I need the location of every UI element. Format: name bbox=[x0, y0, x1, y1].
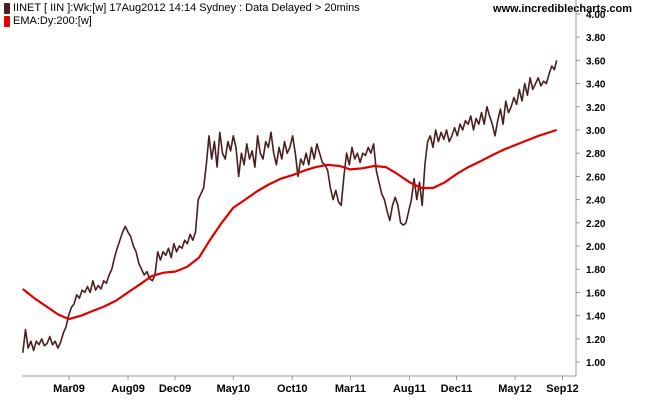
plot-area bbox=[22, 60, 558, 353]
x-tick-label-2: Dec09 bbox=[159, 383, 191, 395]
x-tick-label-9: Sep12 bbox=[546, 383, 578, 395]
y-tick-label-10: 3.00 bbox=[586, 126, 606, 137]
y-tick-label-3: 1.60 bbox=[586, 288, 606, 299]
x-tick-label-7: Dec11 bbox=[441, 383, 473, 395]
y-tick-label-6: 2.20 bbox=[586, 219, 606, 230]
price-legend-label: IINET [ IIN ]:Wk:[w] 17Aug2012 14:14 Syd… bbox=[13, 2, 360, 14]
price-legend: IINET [ IIN ]:Wk:[w] 17Aug2012 14:14 Syd… bbox=[4, 2, 360, 14]
y-tick-label-15: 4.00 bbox=[586, 10, 606, 21]
ema-legend: EMA:Dy:200:[w] bbox=[4, 15, 92, 27]
x-axis: Mar09 Aug09 Dec09 May10 Oct10 Mar11 Aug11 Dec11… bbox=[22, 375, 579, 395]
x-tick-label-0: Mar09 bbox=[53, 383, 85, 395]
y-tick-label-11: 3.20 bbox=[586, 103, 606, 114]
brand-url: www.incrediblecharts.com bbox=[493, 3, 632, 15]
ema-series-line bbox=[22, 128, 558, 321]
y-tick-label-9: 2.80 bbox=[586, 149, 606, 160]
y-axis: 1.00 1.20 1.40 1.60 1.80 2.00 2.20 2.40 2.60 2.80… bbox=[575, 0, 606, 376]
x-tick-label-8: May12 bbox=[498, 383, 532, 395]
y-tick-label-14: 3.80 bbox=[586, 33, 606, 44]
y-tick-label-1: 1.20 bbox=[586, 335, 606, 346]
x-tick-label-3: May10 bbox=[216, 383, 250, 395]
y-tick-label-2: 1.40 bbox=[586, 312, 606, 323]
x-tick-label-1: Aug09 bbox=[111, 383, 145, 395]
x-tick-label-5: Mar11 bbox=[335, 383, 366, 395]
ema-legend-swatch bbox=[4, 15, 10, 27]
y-tick-label-12: 3.40 bbox=[586, 80, 606, 91]
x-tick-label-4: Oct10 bbox=[277, 383, 308, 395]
y-tick-label-0: 1.00 bbox=[586, 358, 606, 369]
ema-legend-label: EMA:Dy:200:[w] bbox=[13, 15, 92, 27]
y-tick-label-7: 2.40 bbox=[586, 196, 606, 207]
y-tick-label-13: 3.60 bbox=[586, 56, 606, 67]
y-tick-label-4: 1.80 bbox=[586, 265, 606, 276]
y-tick-label-5: 2.00 bbox=[586, 242, 606, 253]
x-tick-label-6: Aug11 bbox=[393, 383, 426, 395]
y-tick-label-8: 2.60 bbox=[586, 172, 606, 183]
price-legend-swatch bbox=[4, 2, 10, 14]
price-series-line bbox=[22, 60, 558, 353]
